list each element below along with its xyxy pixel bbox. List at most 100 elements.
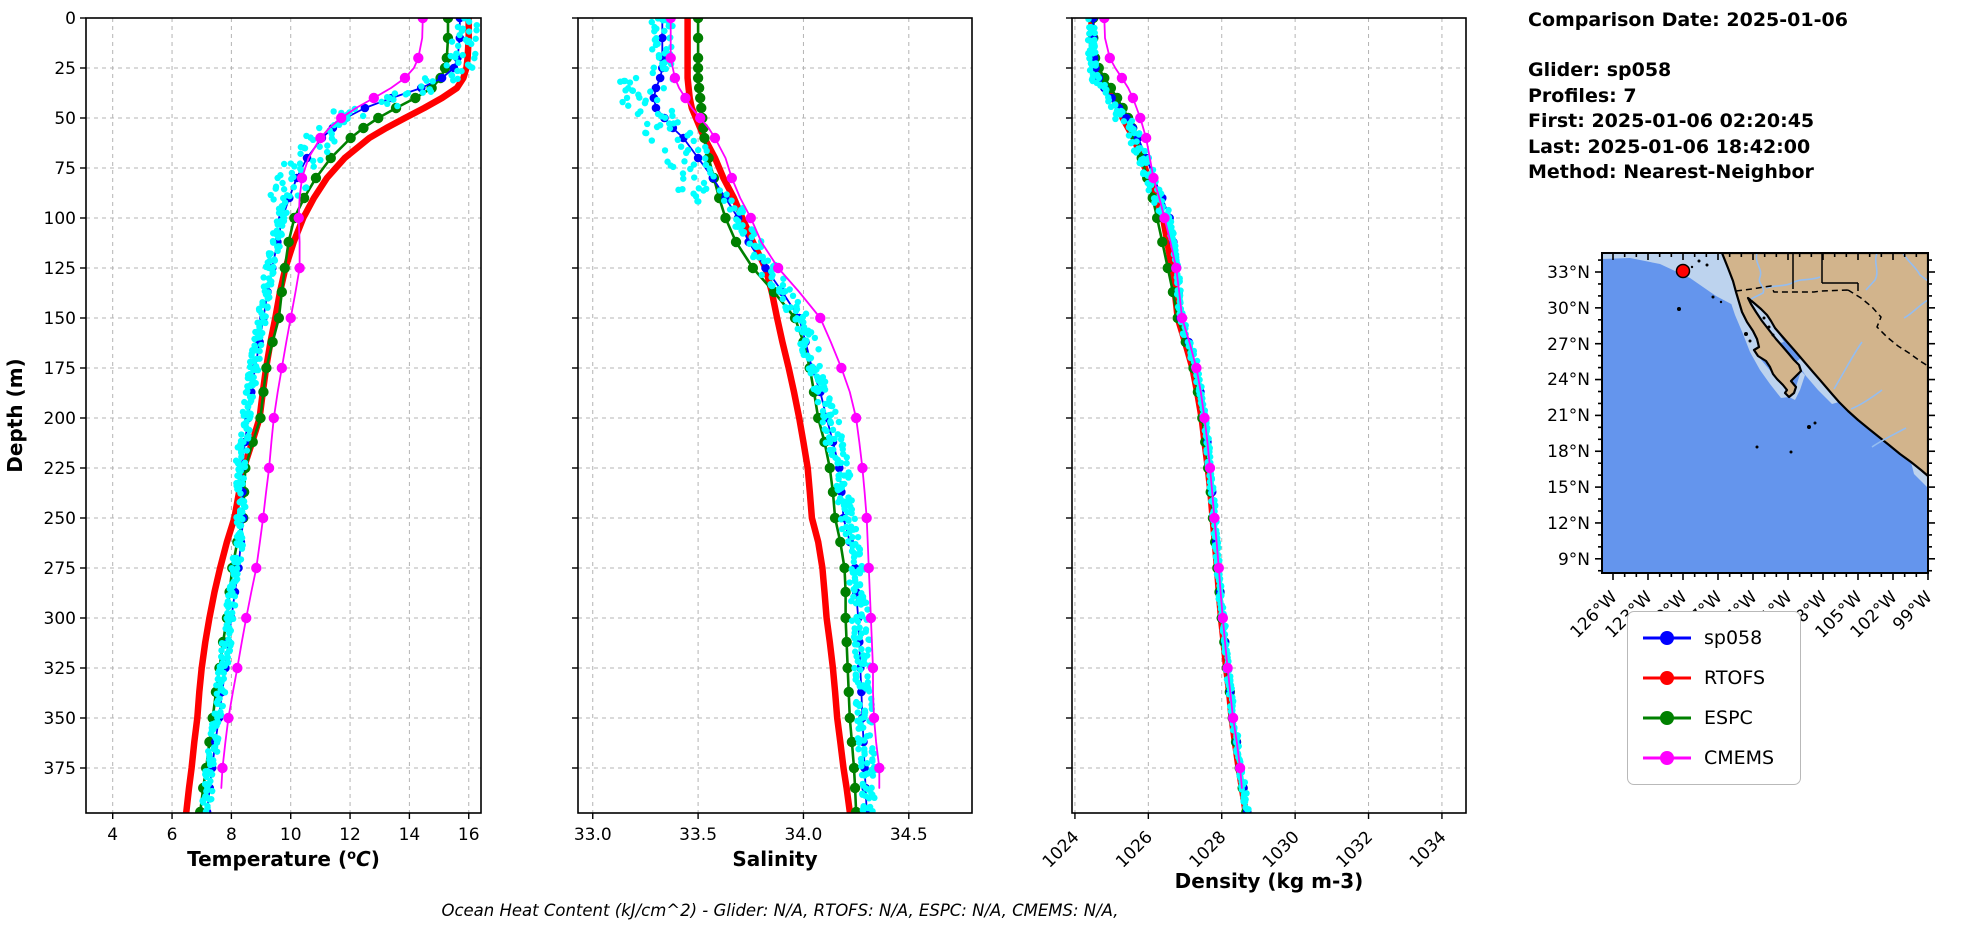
- svg-text:12°N: 12°N: [1547, 514, 1590, 534]
- map-island: [1771, 333, 1775, 337]
- svg-text:125: 125: [44, 259, 76, 279]
- map-river: [1765, 276, 1821, 289]
- svg-text:1030: 1030: [1259, 827, 1304, 872]
- temperature-series-CMEMS: [217, 18, 428, 789]
- map-island: [1813, 421, 1817, 425]
- map-island: [1719, 300, 1723, 304]
- temperature-glider-scatter: [199, 18, 481, 813]
- map-island: [1762, 316, 1766, 320]
- svg-text:350: 350: [44, 709, 76, 729]
- density-series-CMEMS: [1099, 18, 1246, 789]
- svg-text:225: 225: [44, 459, 76, 479]
- map-state-borders: [1792, 253, 1859, 291]
- legend-line-marker-icon: [1643, 671, 1691, 685]
- map-river: [1833, 341, 1863, 390]
- svg-text:8: 8: [226, 825, 237, 845]
- svg-text:6: 6: [167, 825, 178, 845]
- salinity-glider-scatter: [617, 18, 878, 813]
- svg-text:375: 375: [44, 759, 76, 779]
- svg-text:1034: 1034: [1406, 827, 1451, 872]
- svg-text:30°N: 30°N: [1547, 299, 1590, 319]
- svg-text:0: 0: [65, 9, 76, 29]
- profile-count: Profiles: 7: [1528, 84, 1637, 107]
- map-river: [1865, 253, 1878, 291]
- map-island: [1807, 425, 1811, 429]
- legend-item-sp058: sp058: [1641, 618, 1800, 658]
- svg-text:34.0: 34.0: [785, 825, 823, 845]
- salinity-tick-labels: 33.0 33.5 34.0 34.5: [574, 825, 928, 845]
- svg-text:14: 14: [399, 825, 421, 845]
- map-river: [1903, 299, 1928, 319]
- svg-text:99°W: 99°W: [1889, 587, 1936, 634]
- svg-text:50: 50: [54, 109, 76, 129]
- map-island: [1789, 450, 1793, 454]
- svg-text:175: 175: [44, 359, 76, 379]
- temperature-grid: [86, 17, 481, 813]
- svg-text:200: 200: [44, 409, 76, 429]
- svg-text:25: 25: [54, 59, 76, 79]
- salinity-series-RTOFS: [684, 18, 854, 813]
- method: Method: Nearest-Neighbor: [1528, 161, 1814, 184]
- comparison-date: Comparison Date: 2025-01-06: [1528, 9, 1848, 31]
- svg-text:33°N: 33°N: [1547, 263, 1590, 283]
- last-profile-time: Last: 2025-01-06 18:42:00: [1528, 135, 1811, 158]
- svg-text:15°N: 15°N: [1547, 478, 1590, 498]
- density-axes-box: [1071, 17, 1467, 814]
- svg-text:1028: 1028: [1186, 827, 1231, 872]
- info-spacer: [1528, 33, 1848, 58]
- svg-text:34.5: 34.5: [890, 825, 928, 845]
- svg-text:300: 300: [44, 609, 76, 629]
- svg-text:10: 10: [280, 825, 302, 845]
- map-island: [1711, 295, 1715, 299]
- density-tick-labels: 1024 1026 1028 1030 1032 1034: [1039, 827, 1451, 872]
- density-xlabel: Density (kg m-3): [1175, 869, 1364, 893]
- svg-text:21°N: 21°N: [1547, 406, 1590, 426]
- temperature-series-RTOFS: [183, 18, 472, 813]
- map-inset: 33°N30°N27°N24°N21°N18°N15°N12°N9°N126°W…: [1547, 252, 1937, 642]
- svg-text:275: 275: [44, 559, 76, 579]
- svg-text:18°N: 18°N: [1547, 442, 1590, 462]
- temperature-ticks: [80, 17, 470, 819]
- salinity-series-CMEMS: [665, 18, 885, 789]
- legend-label: ESPC: [1704, 707, 1753, 729]
- map-shelf: [1748, 298, 1784, 344]
- svg-text:33.0: 33.0: [574, 825, 612, 845]
- temperature-xlabel: Temperature (oC): [187, 847, 380, 871]
- svg-text:27°N: 27°N: [1547, 335, 1590, 355]
- temperature-tick-labels: 4 6 8 10 12 14 16 0 25 50 75 100 125 150 175 200 225 250 2…: [44, 9, 480, 845]
- legend-label: RTOFS: [1704, 667, 1766, 689]
- map-river: [1750, 253, 1765, 300]
- density-series-RTOFS: [1088, 18, 1249, 813]
- svg-text:33.5: 33.5: [679, 825, 717, 845]
- salinity-ticks: [572, 17, 910, 819]
- map-island: [1744, 332, 1748, 336]
- legend-item-RTOFS: RTOFS: [1641, 658, 1800, 698]
- svg-text:9°N: 9°N: [1558, 550, 1590, 570]
- svg-text:325: 325: [44, 659, 76, 679]
- svg-text:1024: 1024: [1039, 827, 1084, 872]
- svg-text:4: 4: [107, 825, 118, 845]
- density-plot: 1024 1026 1028 1030 1032 1034 Density (kg m-3): [1039, 17, 1467, 893]
- map-river: [1871, 427, 1907, 448]
- svg-text:16: 16: [458, 825, 480, 845]
- map-shelf: [1911, 462, 1928, 488]
- temperature-plot: 4 6 8 10 12 14 16 0 25 50 75 100 125 150 175 200 225 250 2…: [3, 9, 482, 871]
- map-island: [1705, 263, 1709, 267]
- legend-label: sp058: [1704, 627, 1763, 649]
- map-island: [1690, 265, 1694, 269]
- ohc-footer: Ocean Heat Content (kJ/cm^2) - Glider: N…: [441, 901, 1119, 920]
- map-island: [1677, 307, 1681, 311]
- svg-text:75: 75: [54, 159, 76, 179]
- legend-line-marker-icon: [1643, 751, 1691, 765]
- density-glider-scatter: [1084, 18, 1252, 813]
- legend-line-marker-icon: [1643, 631, 1691, 645]
- map-island: [1755, 445, 1759, 449]
- legend-line-marker-icon: [1643, 711, 1691, 725]
- glider-location-marker: [1675, 263, 1691, 279]
- svg-text:100: 100: [44, 209, 76, 229]
- svg-text:24°N: 24°N: [1547, 370, 1590, 390]
- model-legend: sp058 RTOFS ESPC CMEMS: [1627, 611, 1801, 785]
- map-island: [1748, 339, 1752, 343]
- map-land-coastline: [1720, 253, 1928, 478]
